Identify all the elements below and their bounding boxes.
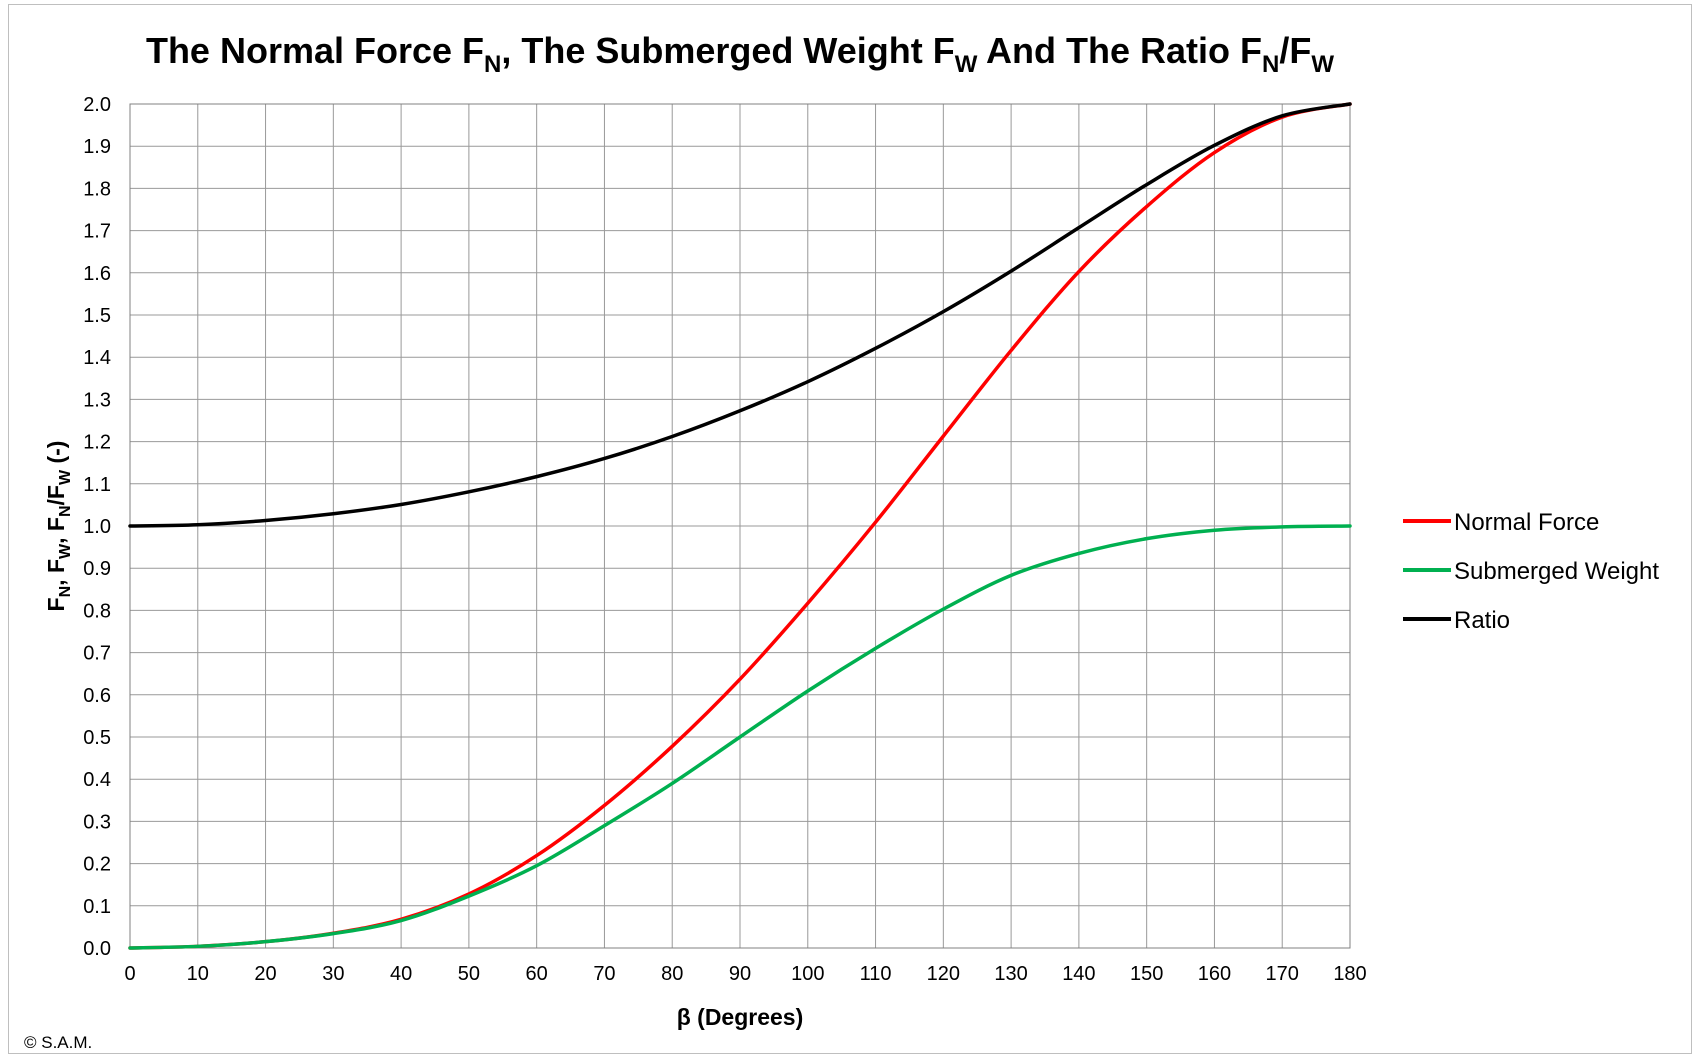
copyright-text: © S.A.M. bbox=[24, 1033, 92, 1052]
y-tick-label: 0.4 bbox=[83, 769, 111, 791]
x-tick-label: 120 bbox=[927, 963, 960, 985]
x-tick-label: 0 bbox=[124, 963, 135, 985]
subscript: W bbox=[955, 51, 978, 78]
legend-label: Normal Force bbox=[1454, 509, 1599, 536]
y-tick-label: 1.0 bbox=[83, 516, 111, 538]
y-tick-label: 0.0 bbox=[83, 938, 111, 960]
x-tick-label: 100 bbox=[791, 963, 824, 985]
legend: Normal Force Submerged Weight Ratio bbox=[1403, 509, 1659, 634]
text-part: /F bbox=[43, 485, 69, 505]
chart-frame bbox=[8, 4, 1692, 1054]
x-tick-label: 150 bbox=[1130, 963, 1163, 985]
text-part: The Normal Force F bbox=[146, 30, 484, 71]
y-tick-labels: 0.0 0.1 0.2 0.3 0.4 0.5 0.6 0.7 0.8 0.9 1.0 1.1 1.2 1… bbox=[83, 94, 111, 960]
y-tick-label: 0.1 bbox=[83, 896, 111, 918]
y-tick-label: 1.1 bbox=[83, 474, 111, 496]
x-tick-label: 130 bbox=[994, 963, 1027, 985]
subscript: W bbox=[57, 469, 74, 485]
y-tick-label: 1.2 bbox=[83, 432, 111, 454]
series-line-submerged-weight bbox=[128, 524, 1352, 950]
text-part: , The Submerged Weight F bbox=[501, 30, 954, 71]
x-tick-label: 170 bbox=[1266, 963, 1299, 985]
series-line-ratio bbox=[128, 102, 1352, 528]
series-lines bbox=[128, 102, 1352, 950]
x-tick-label: 80 bbox=[661, 963, 683, 985]
text-part: , F bbox=[43, 559, 69, 586]
subscript: N bbox=[484, 51, 501, 78]
y-tick-label: 0.6 bbox=[83, 685, 111, 707]
grid bbox=[129, 103, 1351, 949]
x-tick-label: 50 bbox=[458, 963, 480, 985]
x-tick-label: 10 bbox=[187, 963, 209, 985]
subscript: N bbox=[57, 505, 74, 517]
y-tick-label: 1.5 bbox=[83, 305, 111, 327]
x-tick-label: 40 bbox=[390, 963, 412, 985]
subscript: N bbox=[1262, 51, 1279, 78]
y-tick-label: 1.4 bbox=[83, 347, 111, 369]
y-tick-label: 1.3 bbox=[83, 389, 111, 411]
legend-label: Submerged Weight bbox=[1454, 558, 1659, 585]
y-axis-title: FN, FW, FN/FW (-) bbox=[43, 441, 74, 612]
x-tick-label: 110 bbox=[860, 963, 892, 985]
x-tick-label: 140 bbox=[1062, 963, 1095, 985]
y-tick-label: 0.9 bbox=[83, 558, 111, 580]
x-tick-label: 90 bbox=[729, 963, 751, 985]
y-tick-label: 0.3 bbox=[83, 811, 111, 833]
y-tick-label: 0.5 bbox=[83, 727, 111, 749]
y-tick-label: 1.8 bbox=[83, 178, 111, 200]
text-part: /F bbox=[1279, 30, 1311, 71]
x-tick-label: 20 bbox=[254, 963, 276, 985]
x-tick-label: 70 bbox=[593, 963, 615, 985]
x-tick-labels: 0 10 20 30 40 50 60 70 80 90 100 110 120 130 140 150 160… bbox=[124, 963, 1366, 985]
y-tick-label: 2.0 bbox=[83, 94, 111, 116]
text-part: (-) bbox=[43, 441, 69, 470]
y-tick-label: 0.8 bbox=[83, 600, 111, 622]
y-tick-label: 1.6 bbox=[83, 263, 111, 285]
y-tick-label: 1.9 bbox=[83, 136, 111, 158]
y-tick-label: 1.7 bbox=[83, 221, 111, 243]
x-tick-label: 60 bbox=[526, 963, 548, 985]
x-tick-label: 30 bbox=[322, 963, 344, 985]
text-part: , F bbox=[43, 517, 69, 544]
y-tick-label: 0.2 bbox=[83, 854, 111, 876]
x-tick-label: 180 bbox=[1333, 963, 1366, 985]
subscript: N bbox=[57, 586, 74, 598]
text-part: And The Ratio F bbox=[977, 30, 1262, 71]
chart-title: The Normal Force FN, The Submerged Weigh… bbox=[146, 30, 1334, 78]
subscript: W bbox=[57, 543, 74, 559]
legend-label: Ratio bbox=[1454, 607, 1510, 634]
x-tick-label: 160 bbox=[1198, 963, 1231, 985]
x-axis-title: β (Degrees) bbox=[677, 1004, 804, 1030]
subscript: W bbox=[1311, 51, 1334, 78]
text-part: F bbox=[43, 597, 69, 611]
y-tick-label: 0.7 bbox=[83, 643, 111, 665]
